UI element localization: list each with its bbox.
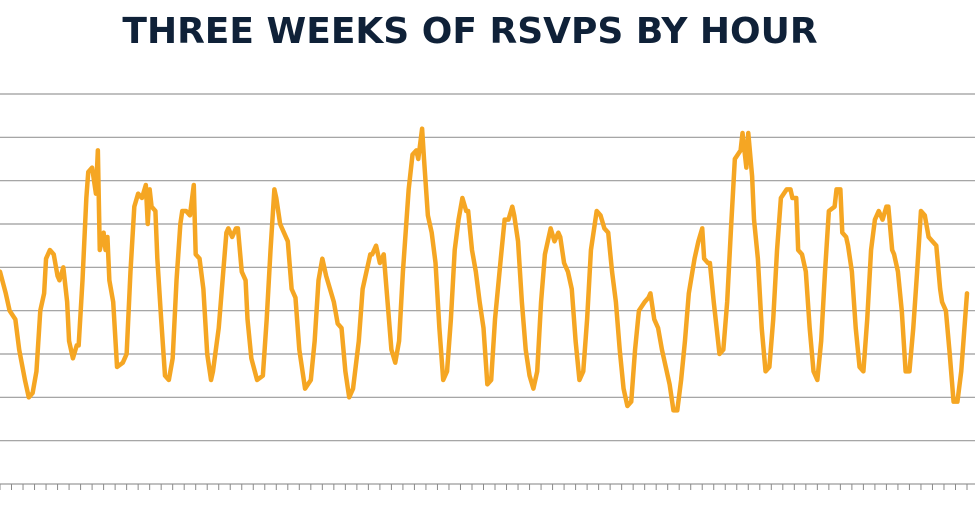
data-line (0, 126, 970, 413)
grid (0, 93, 975, 485)
x-axis (0, 484, 968, 490)
plot-area (0, 126, 970, 413)
chart-title: THREE WEEKS OF RSVPS BY HOUR (122, 11, 817, 52)
